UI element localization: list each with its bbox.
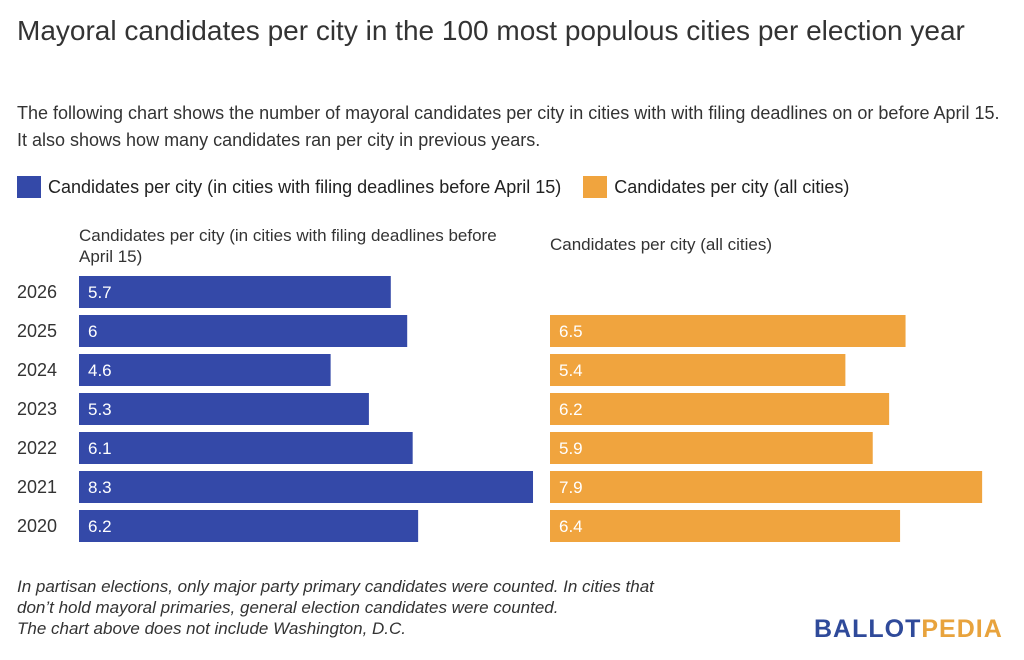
bar-label-filing-deadline-2024: 4.6	[88, 361, 112, 380]
legend-item-all-cities: Candidates per city (all cities)	[583, 176, 849, 198]
footnote: In partisan elections, only major party …	[17, 576, 797, 639]
bar-filing-deadline-2020	[79, 510, 419, 542]
bar-label-all-cities-2025: 6.5	[559, 322, 583, 341]
bar-all-cities-2021	[550, 471, 983, 503]
bar-label-filing-deadline-2022: 6.1	[88, 439, 112, 458]
year-label-2023: 2023	[17, 399, 57, 419]
bar-all-cities-2024	[550, 354, 846, 386]
legend-swatch-blue	[17, 176, 41, 198]
footnote-line-3: The chart above does not include Washing…	[17, 619, 407, 638]
year-label-2026: 2026	[17, 282, 57, 302]
bar-all-cities-2022	[550, 432, 873, 464]
year-label-2020: 2020	[17, 516, 57, 536]
bar-all-cities-2020	[550, 510, 901, 542]
chart-subtitle: The following chart shows the number of …	[17, 103, 1000, 150]
bar-label-filing-deadline-2020: 6.2	[88, 517, 112, 536]
chart-title: Mayoral candidates per city in the 100 m…	[17, 15, 965, 46]
bar-all-cities-2025	[550, 315, 906, 347]
bar-label-filing-deadline-2021: 8.3	[88, 478, 112, 497]
bar-label-all-cities-2022: 5.9	[559, 439, 583, 458]
footnote-line-1: In partisan elections, only major party …	[17, 577, 654, 596]
footnote-line-2: don’t hold mayoral primaries, general el…	[17, 598, 559, 617]
legend-item-filing-deadline: Candidates per city (in cities with fili…	[17, 176, 561, 198]
bar-filing-deadline-2026	[79, 276, 391, 308]
bar-label-filing-deadline-2025: 6	[88, 322, 97, 341]
bar-label-all-cities-2020: 6.4	[559, 517, 583, 536]
legend: Candidates per city (in cities with fili…	[17, 176, 871, 198]
bar-label-all-cities-2021: 7.9	[559, 478, 583, 497]
panel-title-filing-deadline: Candidates per city (in cities with fili…	[79, 226, 497, 266]
legend-label-filing-deadline: Candidates per city (in cities with fili…	[48, 176, 562, 197]
legend-swatch-orange	[583, 176, 608, 198]
panel-title-all-cities: Candidates per city (all cities)	[550, 235, 773, 254]
legend-label-all-cities: Candidates per city (all cities)	[614, 176, 850, 197]
bar-filing-deadline-2023	[79, 393, 369, 425]
bar-filing-deadline-2022	[79, 432, 413, 464]
year-label-2024: 2024	[17, 360, 57, 380]
bar-filing-deadline-2024	[79, 354, 331, 386]
bar-filing-deadline-2021	[79, 471, 534, 503]
year-label-2022: 2022	[17, 438, 57, 458]
year-label-2025: 2025	[17, 321, 57, 341]
bar-label-all-cities-2023: 6.2	[559, 400, 583, 419]
bar-label-filing-deadline-2023: 5.3	[88, 400, 112, 419]
ballotpedia-logo: BALLOTPEDIA	[814, 615, 1003, 643]
bar-all-cities-2023	[550, 393, 890, 425]
bar-filing-deadline-2025	[79, 315, 408, 347]
bar-label-all-cities-2024: 5.4	[559, 361, 583, 380]
bar-label-filing-deadline-2026: 5.7	[88, 283, 112, 302]
year-label-2021: 2021	[17, 477, 57, 497]
